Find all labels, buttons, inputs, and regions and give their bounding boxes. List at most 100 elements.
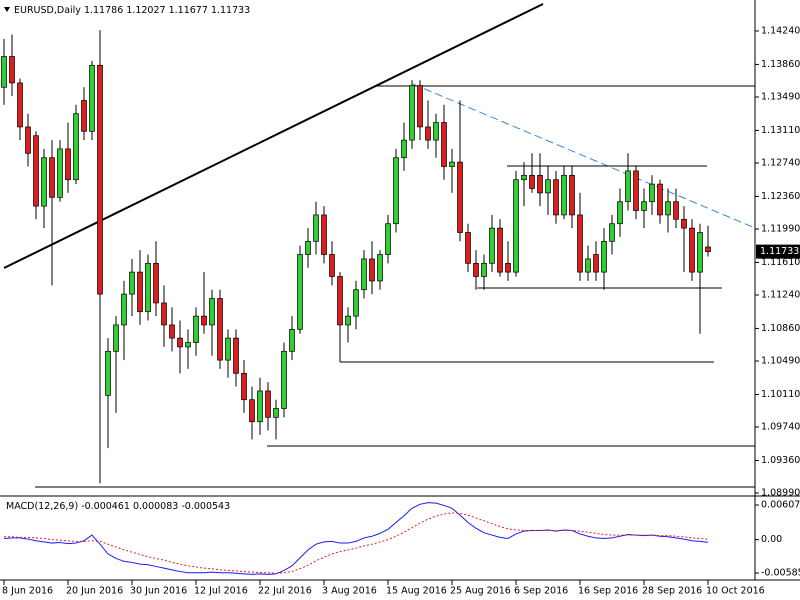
candle-body (321, 214, 327, 255)
candle-body (433, 122, 439, 141)
signal-value: 0.000083 (133, 501, 178, 512)
candle-body (153, 262, 159, 304)
candle-body (553, 179, 559, 216)
candle-body (601, 240, 607, 273)
close-value: 1.11733 (211, 5, 250, 16)
candle-body (25, 126, 31, 154)
candle-body (425, 126, 431, 141)
candle-body (105, 350, 111, 396)
candle-body (489, 227, 495, 264)
candle-body (225, 337, 231, 361)
high-value: 1.12027 (126, 5, 165, 16)
candle-body (41, 157, 47, 207)
candle-body (441, 122, 447, 167)
candle-body (353, 289, 359, 317)
candle-body (385, 223, 391, 255)
y-tick-label: 1.12740 (761, 157, 800, 168)
indicator-header: MACD(12,26,9) -0.000461 0.000083 -0.0005… (6, 501, 230, 512)
candle-body (9, 56, 15, 84)
candle-body (17, 82, 23, 128)
candle-body (169, 324, 175, 339)
candle-body (161, 302, 167, 326)
y-tick-label: 1.09360 (761, 455, 800, 466)
candle-body (281, 350, 287, 409)
candle-body (393, 157, 399, 225)
y-tick-label: 1.11610 (761, 257, 800, 268)
x-tick-label: 25 Aug 2016 (450, 586, 511, 597)
candle-body (569, 174, 575, 216)
x-tick-label: 12 Jul 2016 (194, 586, 248, 597)
candle-body (97, 64, 103, 295)
candle-body (57, 148, 63, 198)
y-tick-label: -0.005851 (761, 567, 800, 578)
indicator-name: MACD(12,26,9) (6, 501, 78, 512)
candle-body (289, 328, 295, 352)
candle-body (529, 174, 535, 189)
candle-body (369, 258, 375, 282)
candle-body (649, 183, 655, 203)
current-price-box (756, 244, 800, 259)
candle-body (497, 227, 503, 273)
candle-body (537, 174, 543, 194)
low-value: 1.11677 (169, 5, 208, 16)
candle-body (681, 218, 687, 229)
x-tick-label: 10 Oct 2016 (706, 586, 765, 597)
candle-body (313, 214, 319, 242)
y-tick-label: 0.00 (761, 534, 782, 545)
candle-body (121, 293, 127, 326)
candle-body (417, 85, 423, 128)
y-tick-label: 1.09740 (761, 422, 800, 433)
y-tick-label: 1.12360 (761, 191, 800, 202)
candle-body (241, 372, 247, 401)
candle-body (337, 276, 343, 326)
drawing-objects (3, 3, 756, 488)
x-tick-label: 28 Sep 2016 (642, 586, 702, 597)
menu-arrow-icon[interactable] (4, 7, 10, 12)
x-tick-label: 20 Jun 2016 (66, 586, 123, 597)
open-value: 1.11786 (84, 5, 123, 16)
y-tick-label: 1.14240 (761, 25, 800, 36)
candle-body (1, 56, 7, 88)
y-tick-label: 1.11990 (761, 223, 800, 234)
candle-body (329, 254, 335, 277)
trend-line (412, 83, 756, 229)
candle-body (697, 232, 703, 273)
candle-body (481, 262, 487, 277)
candle-body (89, 64, 95, 132)
candle-body (49, 157, 55, 198)
candle-body (81, 100, 87, 132)
y-tick-label: 1.10110 (761, 389, 800, 400)
candle-body (177, 337, 183, 348)
candle-body (201, 315, 207, 326)
candle-body (193, 315, 199, 343)
candle-body (521, 174, 527, 181)
candle-body (217, 298, 223, 361)
y-tick-label: 1.13860 (761, 59, 800, 70)
candle-body (209, 298, 215, 326)
x-tick-label: 22 Jul 2016 (258, 586, 312, 597)
x-tick-label: 30 Jun 2016 (130, 586, 187, 597)
candle-body (673, 201, 679, 220)
candle-body (625, 170, 631, 203)
candle-body (561, 174, 567, 216)
candle-body (137, 271, 143, 313)
x-tick-label: 8 Jun 2016 (2, 586, 53, 597)
candle-body (73, 113, 79, 181)
candle-body (145, 262, 151, 313)
candle-body (233, 337, 239, 374)
candle-body (577, 214, 583, 273)
candle-body (33, 135, 39, 207)
candle-body (185, 342, 191, 348)
candle-body (129, 271, 135, 295)
candle-body (585, 258, 591, 273)
candle-body (457, 161, 463, 233)
candle-body (65, 148, 71, 181)
chart-header: EURUSD,Daily 1.11786 1.12027 1.11677 1.1… (14, 5, 250, 16)
x-tick-label: 6 Sep 2016 (514, 586, 568, 597)
candle-body (305, 240, 311, 255)
candle-body (345, 315, 351, 326)
indicator-line (3, 502, 709, 575)
